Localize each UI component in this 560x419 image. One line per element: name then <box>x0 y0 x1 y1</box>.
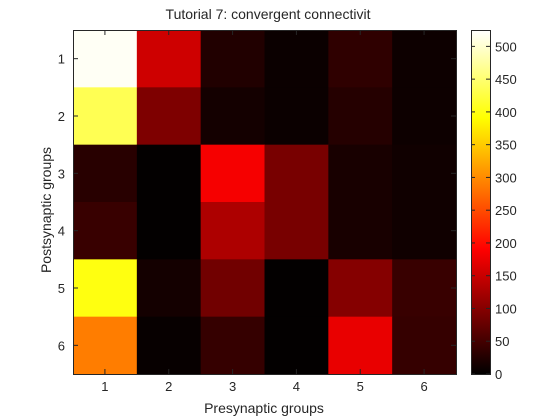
x-tick-label: 4 <box>293 379 300 394</box>
heatmap-cell-r1-c2 <box>136 30 202 88</box>
heatmap-cell-r3-c1 <box>73 144 138 203</box>
heatmap-cell-r5-c2 <box>136 259 202 318</box>
colorbar-tick-label: 50 <box>495 334 509 349</box>
heatmap-cell-r2-c4 <box>264 87 329 146</box>
colorbar-tick-label: 100 <box>495 301 517 316</box>
plot-frame <box>73 30 457 375</box>
heatmap-cell-r6-c1 <box>73 316 138 375</box>
heatmap-cell-r1-c5 <box>328 30 393 88</box>
y-tick-label: 4 <box>58 224 65 239</box>
x-tick-label: 2 <box>165 379 172 394</box>
heatmap-cell-r3-c3 <box>200 144 265 203</box>
heatmap-cell-r2-c3 <box>200 87 265 146</box>
colorbar-tick-label: 350 <box>495 138 517 153</box>
heatmap-cell-r6-c6 <box>392 316 457 375</box>
y-tick-label: 1 <box>58 52 65 67</box>
x-tick-label: 6 <box>420 379 427 394</box>
heatmap-cell-r3-c2 <box>136 144 202 203</box>
heatmap-cell-r6-c5 <box>328 316 393 375</box>
heatmap-cell-r5-c5 <box>328 259 393 318</box>
heatmap-cell-r6-c4 <box>264 316 329 375</box>
y-tick-label: 3 <box>58 166 65 181</box>
y-tick-label: 5 <box>58 281 65 296</box>
colorbar-tick-label: 450 <box>495 72 517 87</box>
heatmap-cell-r6-c3 <box>200 316 265 375</box>
heatmap-cell-r1-c3 <box>200 30 265 88</box>
heatmap-cell-r5-c1 <box>73 259 138 318</box>
heatmap-cell-r2-c6 <box>392 87 457 146</box>
heatmap-cell-r4-c6 <box>392 202 457 260</box>
colorbar <box>471 30 491 375</box>
x-tick-label: 5 <box>357 379 364 394</box>
heatmap-cell-r2-c2 <box>136 87 202 146</box>
x-tick-label: 1 <box>101 379 108 394</box>
heatmap-cell-r1-c6 <box>392 30 457 88</box>
colorbar-tick-label: 0 <box>495 367 502 382</box>
heatmap-cell-r6-c2 <box>136 316 202 375</box>
colorbar-tick-label: 300 <box>495 170 517 185</box>
heatmap-cell-r5-c6 <box>392 259 457 318</box>
heatmap-cell-r1-c1 <box>73 30 138 88</box>
heatmap-cell-r4-c2 <box>136 202 202 260</box>
heatmap-cells <box>73 30 457 375</box>
heatmap-cell-r5-c4 <box>264 259 329 318</box>
colorbar-tick-label: 500 <box>495 39 517 54</box>
y-axis-label: Postsynaptic groups <box>38 147 54 273</box>
y-axis-ticks: 1 2 3 4 5 6 <box>58 52 456 353</box>
colorbar-ticks: 0 50 100 150 200 250 300 350 400 450 500 <box>471 39 517 382</box>
heatmap-cell-r2-c1 <box>73 87 138 146</box>
heatmap-cell-r2-c5 <box>328 87 393 146</box>
heatmap-cell-r4-c4 <box>264 202 329 260</box>
colorbar-tick-label: 150 <box>495 269 517 284</box>
colorbar-tick-label: 200 <box>495 236 517 251</box>
heatmap-cell-r3-c6 <box>392 144 457 203</box>
colorbar-tick-label: 250 <box>495 203 517 218</box>
heatmap-cell-r4-c5 <box>328 202 393 260</box>
heatmap-cell-r3-c5 <box>328 144 393 203</box>
x-axis-label: Presynaptic groups <box>204 400 324 416</box>
colorbar-tick-label: 400 <box>495 105 517 120</box>
y-tick-label: 2 <box>58 109 65 124</box>
heatmap-cell-r3-c4 <box>264 144 329 203</box>
heatmap-cell-r4-c3 <box>200 202 265 260</box>
chart-title: Tutorial 7: convergent connectivit <box>166 6 371 22</box>
x-tick-label: 3 <box>229 379 236 394</box>
heatmap-cell-r4-c1 <box>73 202 138 260</box>
x-axis-ticks: 1 2 3 4 5 6 <box>101 30 428 394</box>
heatmap-cell-r5-c3 <box>200 259 265 318</box>
y-tick-label: 6 <box>58 338 65 353</box>
heatmap-cell-r1-c4 <box>264 30 329 88</box>
